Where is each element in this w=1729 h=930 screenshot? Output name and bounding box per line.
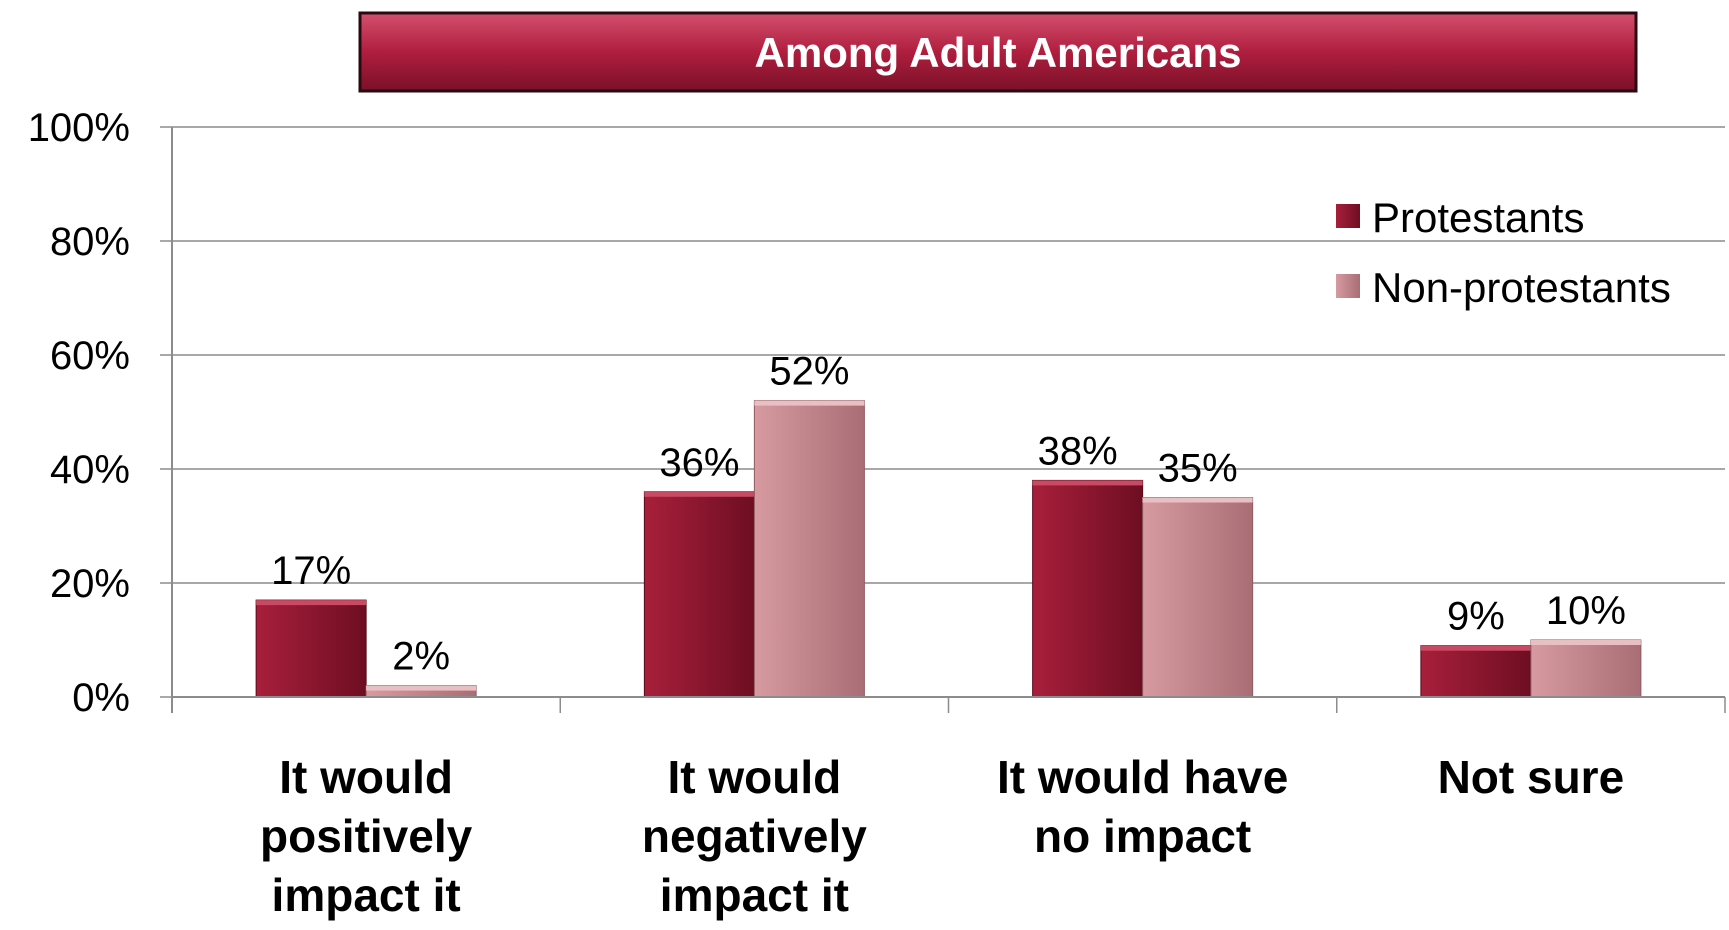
data-label-non-protestants-it-would-negatively-impact-it: 52%: [769, 350, 849, 394]
bar-top-non-protestants-it-would-positively-impact-it: [366, 685, 477, 691]
bar-top-non-protestants-it-would-have-no-impact: [1142, 497, 1253, 503]
data-label-protestants-not-sure: 9%: [1447, 595, 1505, 639]
category-label-it-would-positively-impact-it: It would positively impact it: [260, 751, 473, 921]
category-label-line: impact it: [272, 869, 461, 921]
category-label-line: It would: [279, 751, 453, 803]
bar-protestants-it-would-have-no-impact: [1032, 479, 1144, 698]
legend-item-protestants: Protestants: [1336, 194, 1584, 241]
y-tick-label-80: 80%: [50, 220, 130, 264]
bar-non-protestants-it-would-negatively-impact-it: [753, 400, 865, 698]
legend-swatch-non-protestants: [1336, 274, 1360, 298]
category-label-line: It would have: [997, 751, 1288, 803]
bar-non-protestants-not-sure: [1530, 639, 1642, 698]
legend: Protestants Non-protestants: [1336, 194, 1671, 311]
bar-top-protestants-not-sure: [1420, 645, 1531, 651]
data-label-protestants-it-would-negatively-impact-it: 36%: [659, 441, 739, 485]
category-label-it-would-have-no-impact: It would have no impact: [997, 751, 1288, 862]
y-tick-label-100: 100%: [28, 106, 130, 150]
bar-top-protestants-it-would-negatively-impact-it: [644, 491, 755, 497]
category-label-line: Not sure: [1438, 751, 1625, 803]
category-label-line: no impact: [1034, 810, 1251, 862]
legend-item-non-protestants: Non-protestants: [1336, 264, 1671, 311]
legend-swatch-protestants: [1336, 204, 1360, 228]
bars: [255, 400, 1642, 698]
bar-protestants-it-would-negatively-impact-it: [643, 491, 755, 698]
x-axis: [171, 127, 1726, 713]
data-label-non-protestants-it-would-positively-impact-it: 2%: [392, 635, 450, 679]
chart-title-banner: Among Adult Americans: [358, 11, 1638, 93]
bar-top-non-protestants-not-sure: [1530, 640, 1641, 645]
bar-protestants-it-would-positively-impact-it: [255, 599, 367, 698]
category-label-line: negatively: [642, 810, 867, 862]
y-tick-label-60: 60%: [50, 334, 130, 378]
bar-protestants-not-sure: [1420, 645, 1532, 698]
y-tick-label-0: 0%: [72, 676, 130, 720]
data-label-protestants-it-would-have-no-impact: 38%: [1038, 429, 1118, 473]
y-tick-label-20: 20%: [50, 562, 130, 606]
data-labels: 17% 36% 38% 9% 2% 52% 35% 10%: [271, 350, 1626, 679]
chart-title: Among Adult Americans: [755, 29, 1242, 76]
bar-top-protestants-it-would-positively-impact-it: [256, 600, 367, 606]
bar-top-protestants-it-would-have-no-impact: [1032, 480, 1143, 486]
y-tick-label-40: 40%: [50, 448, 130, 492]
category-label-line: impact it: [660, 869, 849, 921]
y-axis-ticks: 0% 20% 40% 60% 80% 100%: [28, 106, 172, 720]
category-label-line: positively: [260, 810, 473, 862]
legend-label-protestants: Protestants: [1372, 194, 1584, 241]
title-banner-background: [358, 11, 1638, 93]
category-label-it-would-negatively-impact-it: It would negatively impact it: [642, 751, 867, 921]
category-labels: It would positively impact it It would negat…: [260, 751, 1624, 921]
bar-non-protestants-it-would-have-no-impact: [1142, 497, 1254, 698]
data-label-protestants-it-would-positively-impact-it: 17%: [271, 549, 351, 593]
data-label-non-protestants-not-sure: 10%: [1546, 589, 1626, 633]
data-label-non-protestants-it-would-have-no-impact: 35%: [1158, 447, 1238, 491]
category-label-not-sure: Not sure: [1438, 751, 1625, 803]
bar-top-non-protestants-it-would-negatively-impact-it: [754, 400, 865, 406]
category-label-line: It would: [668, 751, 842, 803]
legend-label-non-protestants: Non-protestants: [1372, 264, 1671, 311]
